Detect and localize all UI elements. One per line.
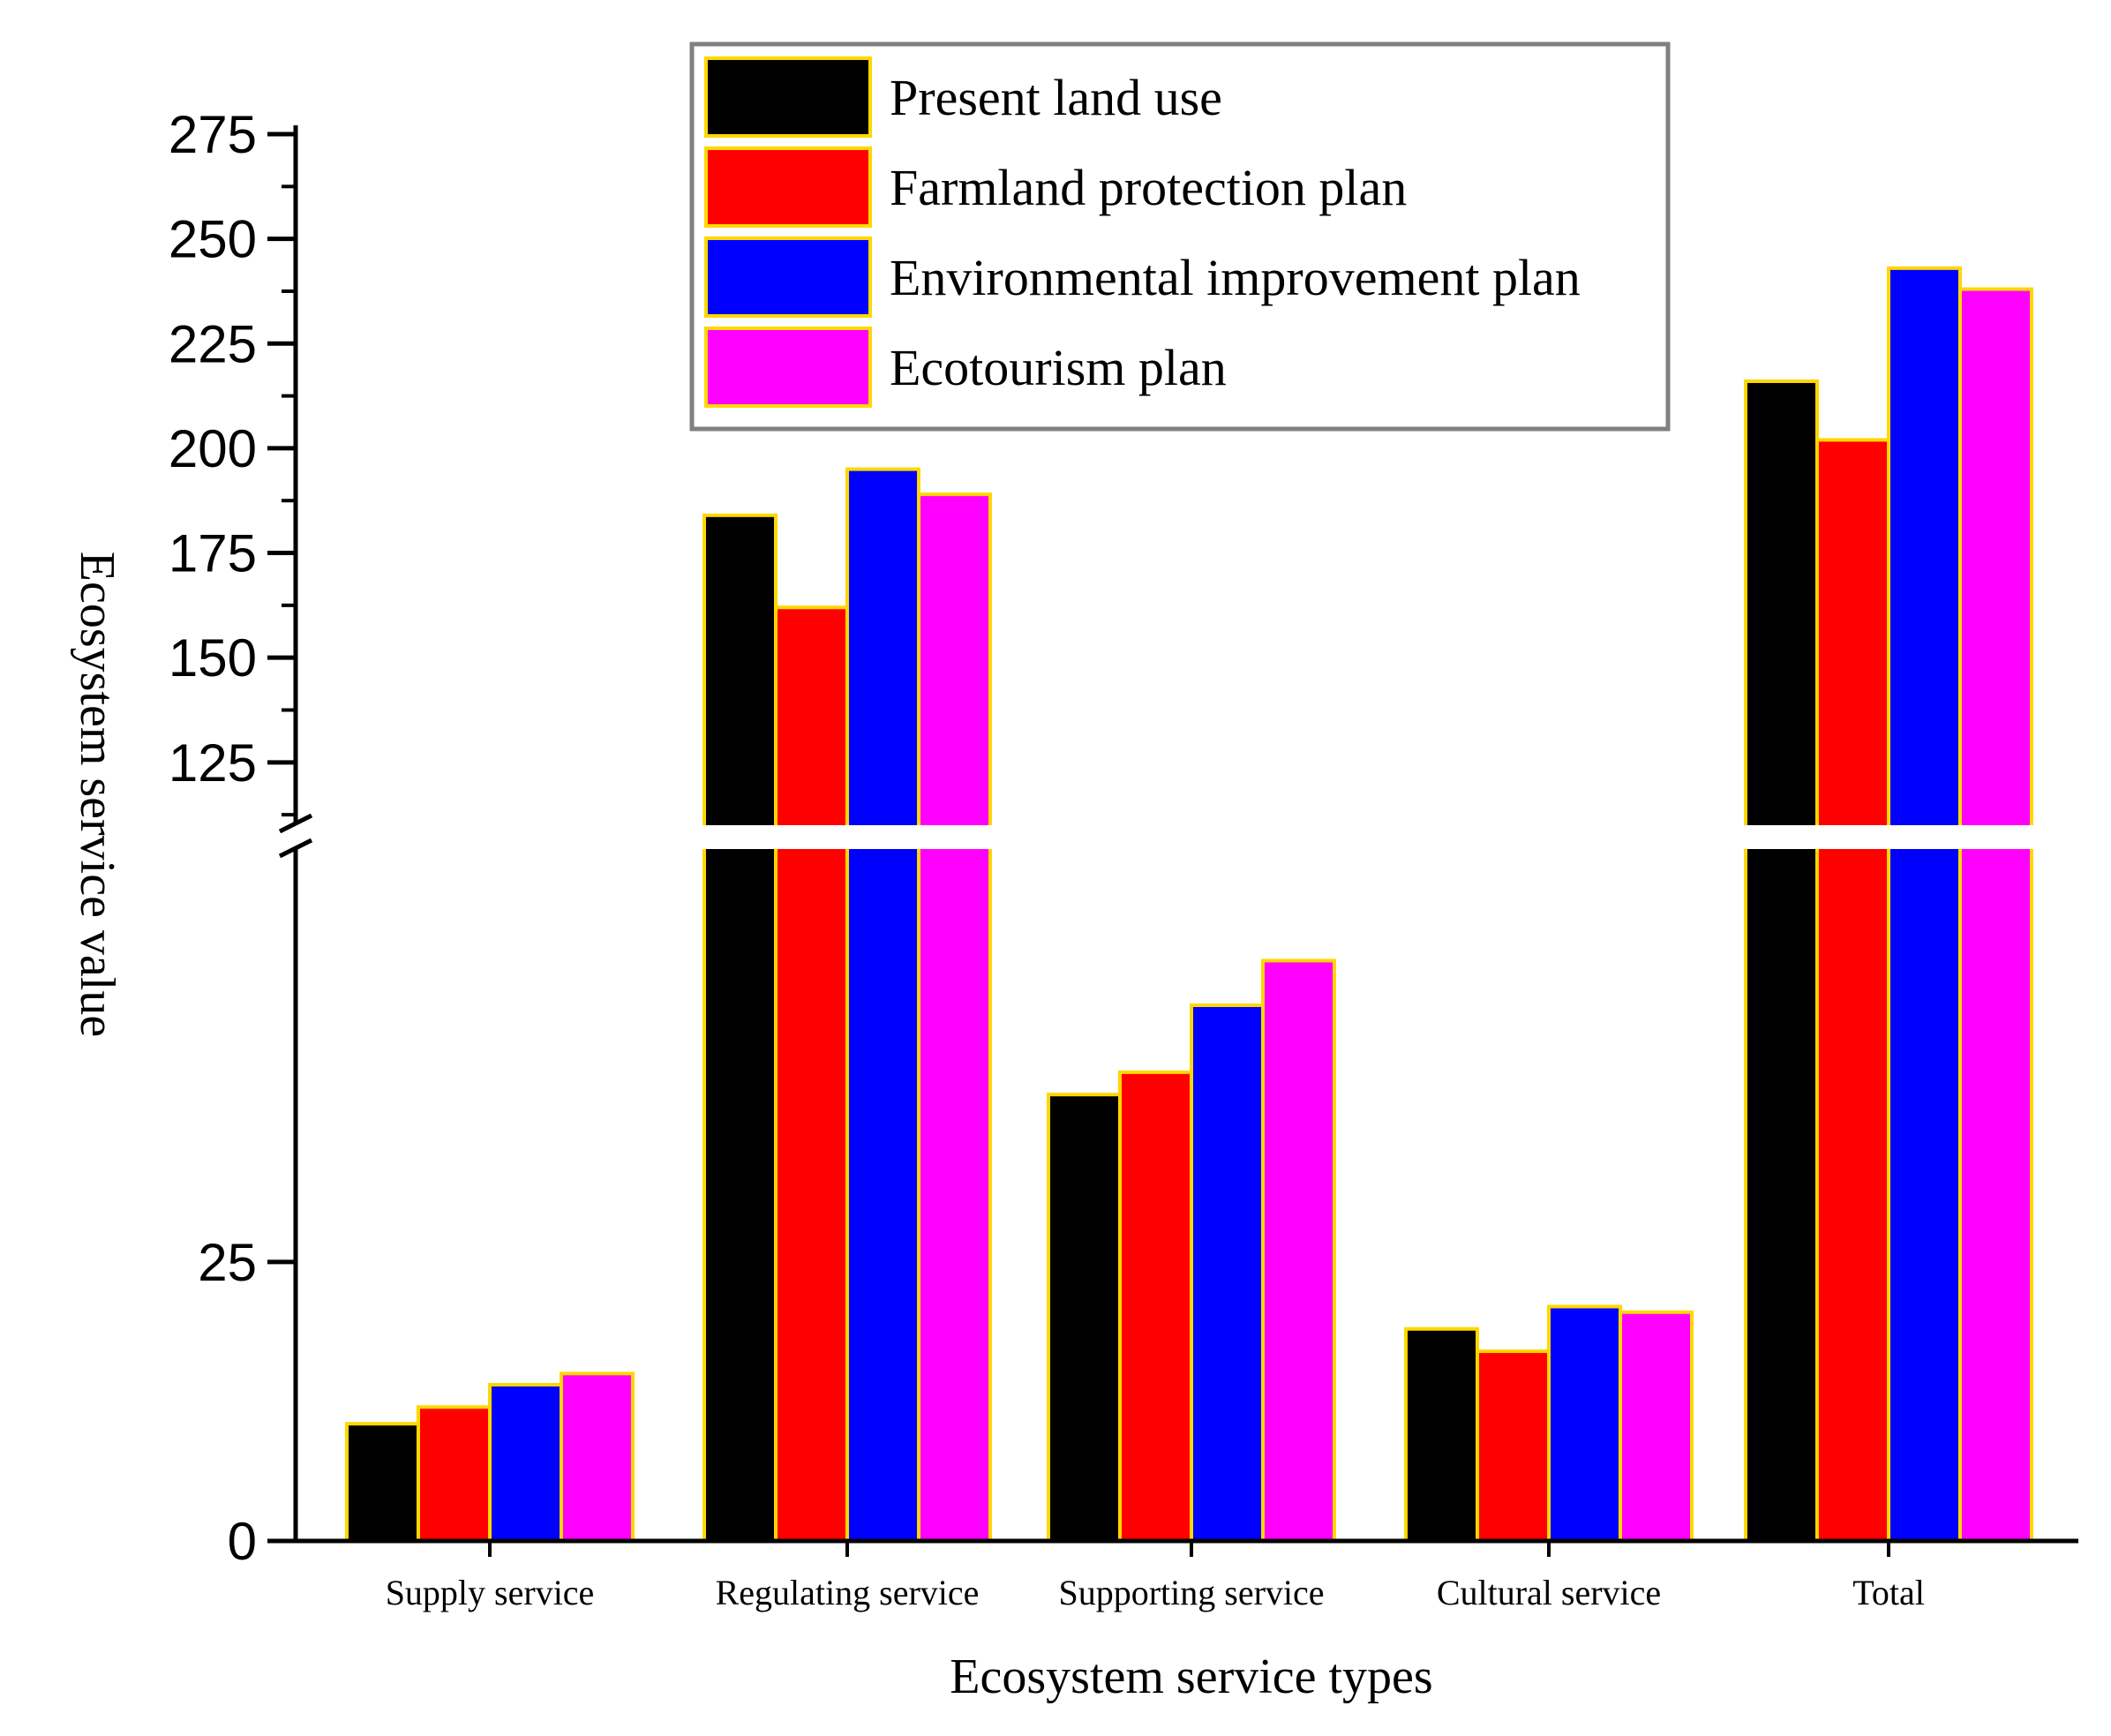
x-tick-label-supply-service: Supply service [386,1573,595,1612]
y-tick-label-25: 25 [198,1233,257,1292]
y-tick-label-0: 0 [228,1512,257,1571]
bar-cultural-service-ecotourism-plan [1619,1310,1694,1543]
y-axis-title: Ecosystem service value [70,552,124,1037]
legend-swatch-farmland-protection-plan [704,147,872,228]
bar-supporting-service-environmental-improvement-plan [1190,1003,1265,1543]
x-tick-label-regulating-service: Regulating service [716,1573,980,1612]
axis-break-band [287,825,2087,849]
bar-total-ecotourism-plan [1958,287,2033,1544]
bar-supply-service-ecotourism-plan [560,1372,635,1544]
bar-supply-service-environmental-improvement-plan [488,1382,563,1544]
bar-regulating-service-ecotourism-plan [917,492,992,1543]
y-tick-label-125: 125 [169,733,257,793]
bar-cultural-service-environmental-improvement-plan [1547,1304,1622,1544]
y-tick-label-225: 225 [169,314,257,373]
bars-layer [287,266,2087,1544]
x-tick-label-total: Total [1852,1573,1925,1612]
legend-label-environmental-improvement-plan: Environmental improvement plan [890,249,1581,306]
x-axis-title: Ecosystem service types [950,1650,1432,1704]
bar-supporting-service-farmland-protection-plan [1118,1070,1193,1543]
bar-regulating-service-present-land-use [702,513,778,1544]
x-tick-label-cultural-service: Cultural service [1437,1573,1661,1612]
legend-label-farmland-protection-plan: Farmland protection plan [890,159,1407,216]
bar-regulating-service-environmental-improvement-plan [845,467,920,1543]
bar-cultural-service-present-land-use [1404,1326,1479,1544]
legend-label-ecotourism-plan: Ecotourism plan [890,339,1227,396]
bar-cultural-service-farmland-protection-plan [1476,1349,1551,1543]
legend-swatch-ecotourism-plan [704,327,872,408]
y-tick-label-200: 200 [169,419,257,478]
bar-supporting-service-present-land-use [1047,1093,1122,1544]
bar-supply-service-farmland-protection-plan [417,1405,492,1543]
legend-label-present-land-use: Present land use [890,69,1222,126]
bar-supporting-service-ecotourism-plan [1261,958,1336,1544]
legend-swatch-environmental-improvement-plan [704,237,872,318]
bar-total-environmental-improvement-plan [1887,266,1962,1544]
legend: Present land use Farmland protection pla… [689,41,1671,432]
bar-total-present-land-use [1744,379,1819,1543]
bar-supply-service-present-land-use [345,1422,420,1544]
legend-swatch-present-land-use [704,56,872,138]
y-tick-label-250: 250 [169,210,257,269]
y-tick-label-150: 150 [169,628,257,688]
y-axis-break-mark-1 [278,813,313,834]
y-axis-break-mark-2 [278,838,313,859]
y-tick-label-275: 275 [169,105,257,164]
bar-regulating-service-farmland-protection-plan [774,605,849,1544]
x-tick-label-supporting-service: Supporting service [1058,1573,1324,1612]
bar-total-farmland-protection-plan [1815,438,1890,1543]
axis-layer: 0 25 125 150 175 200 225 250 275 Supply service Re… [169,105,2078,1612]
y-tick-label-175: 175 [169,524,257,583]
